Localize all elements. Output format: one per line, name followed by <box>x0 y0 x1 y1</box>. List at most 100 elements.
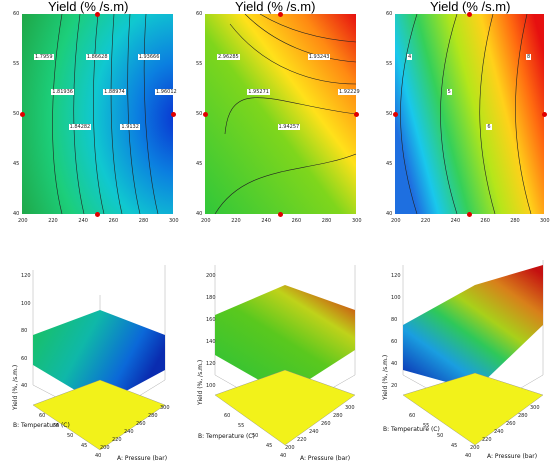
contour-3-xtick: 220 <box>420 218 431 224</box>
surface-1-ztick: 40 <box>21 383 28 389</box>
contour-1-ytick: 50 <box>13 111 20 117</box>
contour-3-ytick: 55 <box>386 61 393 67</box>
surface-2-ztick: 160 <box>206 317 216 323</box>
design-point-marker <box>95 211 100 217</box>
contour-3-line-label: 5 <box>446 89 452 95</box>
design-point-marker <box>202 111 208 117</box>
contour-1-line-label: 1.86628 <box>85 54 109 60</box>
surface-2-ytick: 45 <box>266 443 273 449</box>
contour-2-line-label: 1.94257 <box>277 124 301 130</box>
contour-2-line-label: 2.96285 <box>217 54 240 60</box>
surface-2-ytick: 50 <box>252 433 259 439</box>
contour-2-xtick: 280 <box>321 218 332 224</box>
surface-1-ytick: 60 <box>39 413 46 419</box>
surface-3-xtick: 280 <box>518 413 528 419</box>
surface-2-xtick: 200 <box>285 445 295 451</box>
design-point-marker <box>541 111 547 117</box>
surface-2-xlabel: A: Pressure (bar) <box>300 455 350 462</box>
contour-2-xtick: 220 <box>231 218 241 224</box>
surface-2-ztick: 120 <box>206 361 216 367</box>
surface-1-ytick: 45 <box>81 443 88 449</box>
surface-2-xtick: 280 <box>333 413 343 419</box>
contour-plot-2-svg <box>205 14 356 214</box>
contour-1-ytick: 60 <box>13 11 20 17</box>
surface-3-ztick: 20 <box>391 383 398 389</box>
surface-3-ytick: 50 <box>437 433 444 439</box>
contour-2-xtick: 200 <box>201 218 211 224</box>
contour-plot-2 <box>205 14 356 214</box>
design-point-marker <box>467 11 472 17</box>
contour-1-ytick: 40 <box>13 211 20 217</box>
contour-plot-1-svg <box>22 14 173 214</box>
surface-plot-3: Yield (%, /s.m.) B: Temperature (C) A: P… <box>382 260 544 460</box>
surface-2-xtick: 240 <box>309 429 319 435</box>
contour-3-xtick: 280 <box>510 218 520 224</box>
contour-1-line-label: 1.93666 <box>137 54 161 60</box>
contour-2-line-label: 1.92229 <box>338 89 361 95</box>
contour-3-ytick: 60 <box>386 11 393 17</box>
contour-2-xtick: 240 <box>261 218 271 224</box>
contour-1-line-label: 1.88974 <box>103 89 126 95</box>
surface-3-zlabel: Yield (%, /s.m.) <box>382 355 389 401</box>
surface-1-xtick: 280 <box>148 413 158 419</box>
surface-3-ztick: 40 <box>391 361 398 367</box>
surface-3-ytick: 40 <box>465 453 472 459</box>
design-point-marker <box>353 111 359 117</box>
surface-3-xlabel: A: Pressure (bar) <box>487 453 537 460</box>
surface-3-ylabel: B: Temperature (C) <box>383 426 440 433</box>
contour-2-ytick: 60 <box>196 11 203 17</box>
surface-1-xtick: 240 <box>124 429 134 435</box>
contour-plot-3 <box>395 14 544 214</box>
contour-2-title: Yield (% /s.m) <box>235 0 316 14</box>
contour-1-xtick: 200 <box>18 218 28 224</box>
design-point-marker <box>392 111 398 117</box>
surface-1-xlabel: A: Pressure (bar) <box>117 455 167 462</box>
contour-1-line-label: 1.9132 <box>120 124 140 130</box>
surface-3-xtick: 240 <box>494 429 504 435</box>
surface-2-xtick: 260 <box>321 421 331 427</box>
surface-2-ztick: 180 <box>206 295 216 301</box>
contour-3-xtick: 260 <box>480 218 490 224</box>
surface-plot-1: Yield (%, /s.m.) B: Temperature (C) A: P… <box>12 265 167 462</box>
contour-1-ytick: 45 <box>13 161 20 167</box>
surface-2-zlabel: Yield (%, /s.m.) <box>197 360 204 406</box>
surface-2-ztick: 200 <box>206 273 216 279</box>
design-point-marker <box>278 11 283 17</box>
contour-3-title: Yield (% /s.m) <box>430 0 511 14</box>
surface-1-ztick: 60 <box>21 355 28 362</box>
surface-1-xtick: 300 <box>160 405 170 411</box>
surface-2-xtick: 220 <box>297 437 307 443</box>
contour-3-xtick: 200 <box>391 218 401 224</box>
surface-1-ztick: 80 <box>21 328 28 334</box>
contour-2-ytick: 50 <box>196 111 203 117</box>
contour-2-xtick: 260 <box>291 218 302 224</box>
surface-1-xtick: 200 <box>100 445 110 451</box>
contour-1-line-label: 1.84282 <box>68 124 92 130</box>
design-point-marker <box>467 211 472 217</box>
contour-3-xtick: 240 <box>450 218 461 224</box>
surface-3-xtick: 300 <box>530 405 540 411</box>
contour-1-xtick: 280 <box>138 218 149 224</box>
contour-1-xtick: 220 <box>48 218 58 224</box>
contour-1-title: Yield (% /s.m) <box>48 0 129 14</box>
surface-plot-2: Yield (%, /s.m.) B: Temperature (C) A: P… <box>197 265 356 462</box>
surface-1-ylabel: B: Temperature (C) <box>13 422 70 429</box>
contour-1-xtick: 300 <box>169 218 179 224</box>
surface-3-ztick: 100 <box>391 295 401 301</box>
surface-3-ytick: 60 <box>409 413 416 419</box>
surface-1-ytick: 40 <box>95 453 102 459</box>
contour-1-line-label: 1.81936 <box>51 89 74 95</box>
surface-1-ztick: 120 <box>21 273 31 279</box>
contour-2-xtick: 300 <box>352 218 362 224</box>
surface-2-ytick: 60 <box>224 413 231 419</box>
surface-1-ztick: 100 <box>21 300 31 307</box>
surface-3-ytick: 45 <box>451 443 458 449</box>
contour-2-ytick: 55 <box>196 61 203 67</box>
surface-3-xtick: 200 <box>470 445 480 451</box>
contour-3-line-label: 6 <box>486 124 492 130</box>
design-point-marker <box>95 11 100 17</box>
surface-1-ytick: 50 <box>67 433 74 439</box>
contour-1-ytick: 55 <box>13 61 20 67</box>
surface-1-ytick: 55 <box>53 423 60 429</box>
contour-2-line-label: 1.95271 <box>247 89 270 95</box>
